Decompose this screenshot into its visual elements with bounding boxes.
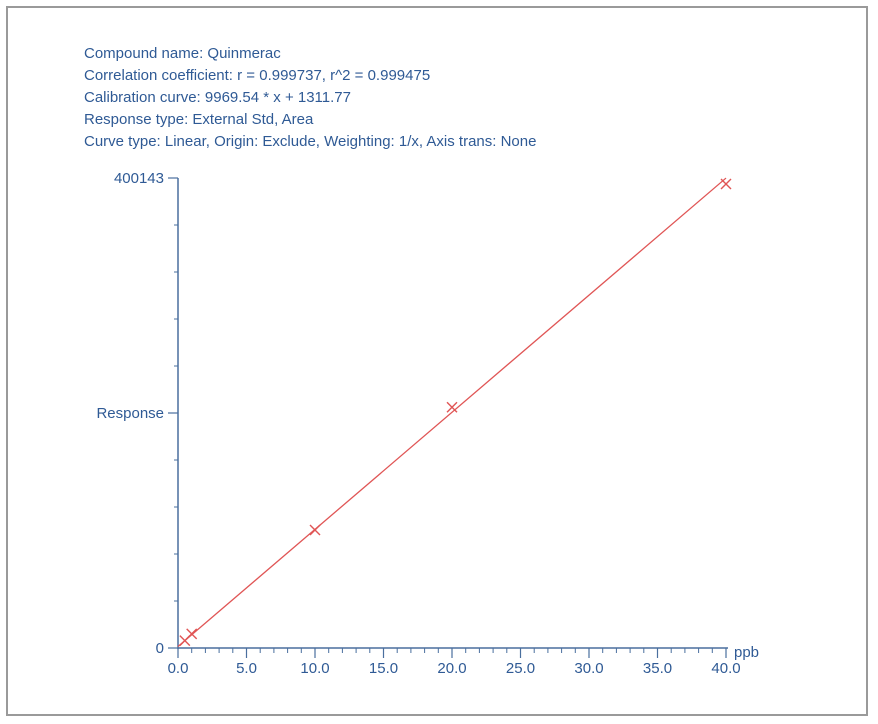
data-point <box>186 628 198 640</box>
x-tick-label: 15.0 <box>369 660 398 677</box>
x-axis-label: ppb <box>734 644 759 661</box>
correlation-coefficient: Correlation coefficient: r = 0.999737, r… <box>84 67 431 84</box>
data-point <box>720 178 732 190</box>
y-tick-label: 400143 <box>114 170 164 187</box>
x-tick-label: 30.0 <box>574 660 603 677</box>
compound-name: Compound name: Quinmerac <box>84 45 281 62</box>
data-points <box>179 178 732 647</box>
data-point <box>446 401 458 413</box>
x-tick-label: 40.0 <box>711 660 740 677</box>
y-ticks: 0 400143 <box>114 170 178 657</box>
x-tick-label: 25.0 <box>506 660 535 677</box>
calibration-curve: Calibration curve: 9969.54 * x + 1311.77 <box>84 89 351 106</box>
y-axis-label: Response <box>96 405 164 422</box>
x-tick-label: 35.0 <box>643 660 672 677</box>
x-tick-label: 10.0 <box>300 660 329 677</box>
x-tick-label: 0.0 <box>168 660 189 677</box>
curve-type: Curve type: Linear, Origin: Exclude, Wei… <box>84 133 537 150</box>
y-tick-label: 0 <box>156 640 164 657</box>
x-ticks: 0.0 5.0 10.0 15.0 20.0 25.0 30.0 35.0 40.0 <box>168 648 741 677</box>
fit-line <box>177 177 727 647</box>
data-point-stroke <box>186 628 198 640</box>
data-point <box>309 524 321 536</box>
data-point-stroke <box>720 178 732 190</box>
calibration-info: Compound name: Quinmerac Correlation coe… <box>84 43 536 153</box>
response-type: Response type: External Std, Area <box>84 111 314 128</box>
x-tick-label: 5.0 <box>236 660 257 677</box>
data-point-stroke <box>309 524 321 536</box>
x-tick-label: 20.0 <box>437 660 466 677</box>
data-point-stroke <box>446 401 458 413</box>
chart-frame <box>6 6 868 716</box>
